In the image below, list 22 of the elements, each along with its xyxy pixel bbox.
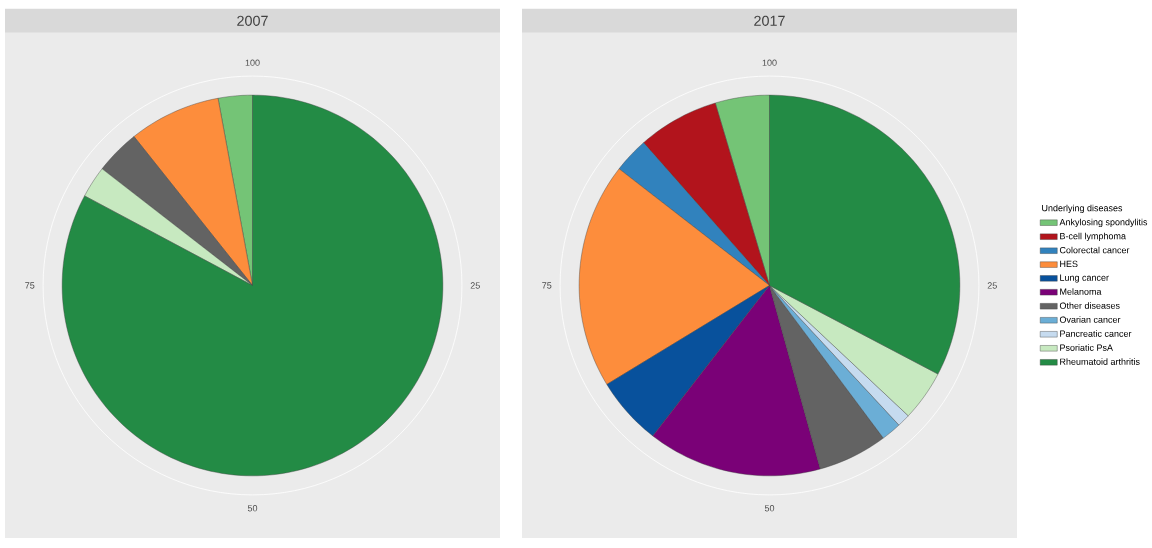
legend-label: B-cell lymphoma <box>1060 232 1126 242</box>
text: 100 <box>245 59 260 66</box>
legend-label: Colorectal cancer <box>1059 246 1130 254</box>
legend-label: Rheumatoid arthritis <box>1060 358 1140 365</box>
legend-label: Psoriatic PsA <box>1060 344 1113 351</box>
text: 50 <box>764 505 775 512</box>
legend-title: Underlying diseases <box>1042 204 1123 214</box>
text: 25 <box>470 282 480 289</box>
text: 25 <box>987 282 997 289</box>
text: 50 <box>247 505 258 512</box>
chart-title: 2007 <box>237 15 268 26</box>
legend-label: Ovarian cancer <box>1059 316 1121 323</box>
legend-label: Ankylosing spondylitis <box>1059 218 1148 228</box>
text: 75 <box>25 282 35 289</box>
legend-label: HES <box>1060 260 1078 268</box>
legend-label: Other diseases <box>1059 302 1120 309</box>
legend-label: Lung cancer <box>1060 274 1109 283</box>
legend-label: Melanoma <box>1060 288 1102 295</box>
text: 75 <box>542 282 552 289</box>
legend-label: Pancreatic cancer <box>1060 330 1132 337</box>
chart-title: 2017 <box>754 15 785 26</box>
text: 100 <box>762 59 777 66</box>
